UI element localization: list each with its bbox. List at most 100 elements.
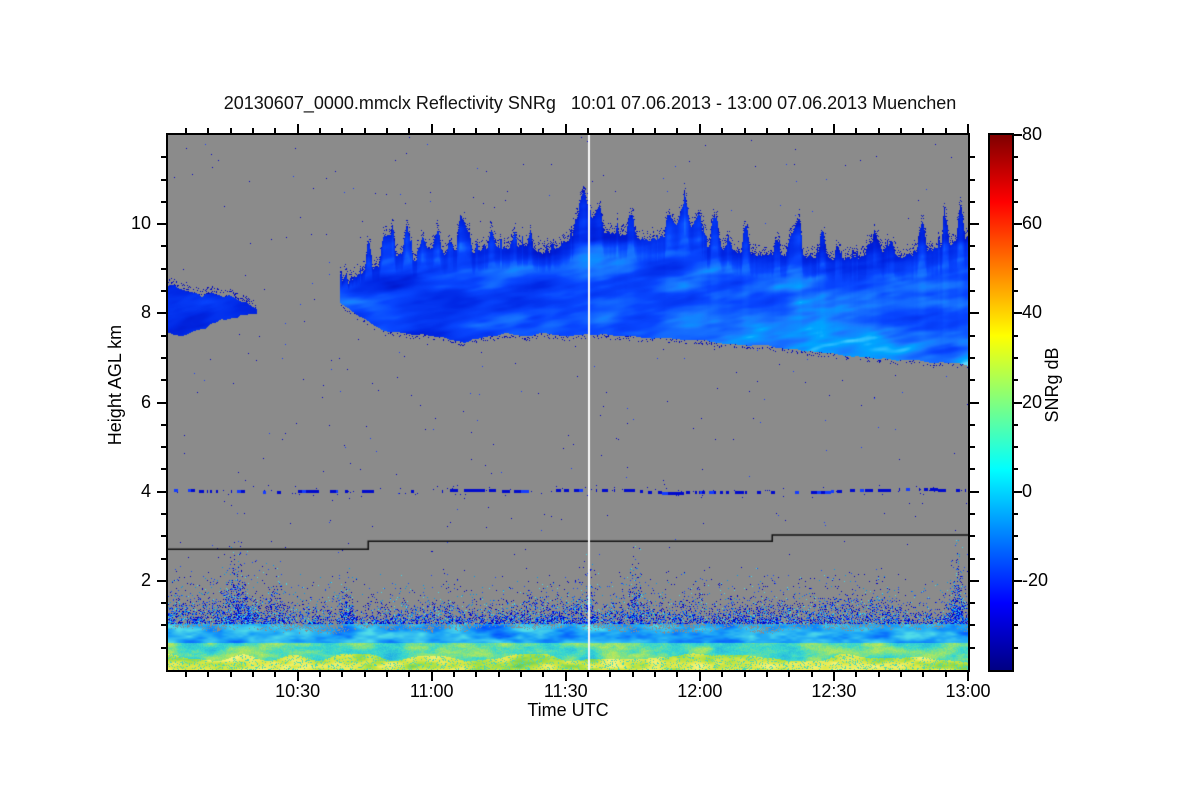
colorbar-tick-minor	[1014, 446, 1018, 449]
x-tick-minor	[207, 128, 210, 133]
colorbar-tick-minor	[1014, 200, 1018, 203]
colorbar-tick-minor	[1014, 468, 1018, 471]
y-tick-minor	[970, 178, 975, 181]
y-tick-minor	[970, 156, 975, 159]
x-tick-minor	[207, 672, 210, 677]
x-tick-minor	[408, 672, 411, 677]
y-tick-major	[157, 490, 166, 493]
x-tick-label: 10:30	[275, 681, 321, 701]
colorbar-tick-minor	[1014, 267, 1018, 270]
x-tick-minor	[788, 128, 791, 133]
x-tick-minor	[274, 672, 277, 677]
colorbar-tick-minor	[1014, 290, 1018, 293]
x-axis-title: Time UTC	[527, 700, 609, 720]
x-tick-minor	[765, 128, 768, 133]
y-tick-minor	[161, 557, 166, 560]
x-tick-minor	[788, 672, 791, 677]
y-tick-label: 10	[130, 213, 151, 234]
colorbar-tick-minor	[1014, 379, 1018, 382]
y-tick-minor	[970, 267, 975, 270]
colorbar-tick	[1014, 312, 1022, 315]
y-tick-major	[157, 312, 166, 315]
radar-heatmap-canvas	[168, 135, 968, 670]
x-tick-major	[832, 672, 835, 681]
y-tick-minor	[970, 356, 975, 359]
colorbar-tick	[1014, 490, 1022, 493]
colorbar-tick	[1014, 223, 1022, 226]
y-tick-minor	[970, 512, 975, 515]
x-tick-minor	[520, 128, 523, 133]
x-tick-minor	[475, 128, 478, 133]
x-tick-minor	[877, 128, 880, 133]
colorbar-tick-minor	[1014, 624, 1018, 627]
x-tick-minor	[587, 672, 590, 677]
x-tick-minor	[922, 128, 925, 133]
x-tick-minor	[341, 128, 344, 133]
x-tick-minor	[318, 672, 321, 677]
colorbar-tick-minor	[1014, 512, 1018, 515]
y-tick-label: 6	[140, 391, 151, 412]
x-tick-major	[967, 672, 969, 681]
colorbar-tick-minor	[1014, 423, 1018, 426]
y-tick-minor	[970, 646, 975, 649]
y-tick-label: 8	[140, 302, 151, 323]
colorbar-tick-minor	[1014, 646, 1018, 649]
x-tick-label: 13:00	[945, 681, 991, 701]
colorbar-tick-label: 40	[1022, 302, 1043, 323]
x-tick-minor	[676, 672, 679, 677]
y-tick-major	[970, 312, 979, 315]
x-tick-minor	[899, 128, 902, 133]
y-tick-minor	[161, 334, 166, 337]
x-tick-minor	[184, 672, 187, 677]
y-tick-minor	[970, 245, 975, 248]
x-tick-major	[430, 124, 433, 133]
x-tick-minor	[743, 672, 746, 677]
x-tick-minor	[363, 128, 366, 133]
x-tick-minor	[631, 672, 634, 677]
x-tick-minor	[520, 672, 523, 677]
x-tick-minor	[609, 672, 612, 677]
colorbar-tick-label: -20	[1022, 569, 1049, 590]
x-tick-minor	[341, 672, 344, 677]
y-tick-major	[970, 579, 979, 582]
x-tick-minor	[877, 672, 880, 677]
colorbar-tick-label: 80	[1022, 124, 1043, 144]
y-tick-minor	[161, 602, 166, 605]
y-tick-minor	[161, 512, 166, 515]
y-tick-minor	[970, 557, 975, 560]
x-tick-minor	[944, 128, 947, 133]
x-tick-major	[967, 124, 969, 133]
page-title: 20130607_0000.mmclx Reflectivity SNRg 10…	[223, 93, 957, 113]
x-tick-major	[832, 124, 835, 133]
x-tick-minor	[385, 672, 388, 677]
x-tick-label: 11:30	[543, 681, 588, 701]
x-tick-major	[296, 124, 299, 133]
x-tick-minor	[654, 128, 657, 133]
x-tick-minor	[899, 672, 902, 677]
y-tick-major	[157, 579, 166, 582]
x-tick-minor	[631, 128, 634, 133]
x-tick-minor	[251, 672, 254, 677]
x-tick-minor	[721, 128, 724, 133]
y-tick-minor	[970, 446, 975, 449]
y-tick-major	[970, 401, 979, 404]
x-tick-minor	[184, 128, 187, 133]
x-tick-minor	[363, 672, 366, 677]
x-tick-minor	[542, 672, 545, 677]
x-tick-minor	[587, 128, 590, 133]
y-tick-minor	[970, 624, 975, 627]
x-tick-major	[296, 672, 299, 681]
y-tick-minor	[161, 646, 166, 649]
x-tick-major	[564, 672, 567, 681]
colorbar-tick	[1014, 401, 1022, 404]
y-tick-minor	[970, 334, 975, 337]
y-tick-minor	[161, 178, 166, 181]
x-tick-minor	[318, 128, 321, 133]
colorbar-tick-minor	[1014, 334, 1018, 337]
x-tick-minor	[251, 128, 254, 133]
colorbar-gradient	[990, 135, 1012, 670]
x-tick-minor	[676, 128, 679, 133]
colorbar-tick-label: 0	[1022, 480, 1033, 501]
y-tick-minor	[161, 535, 166, 538]
